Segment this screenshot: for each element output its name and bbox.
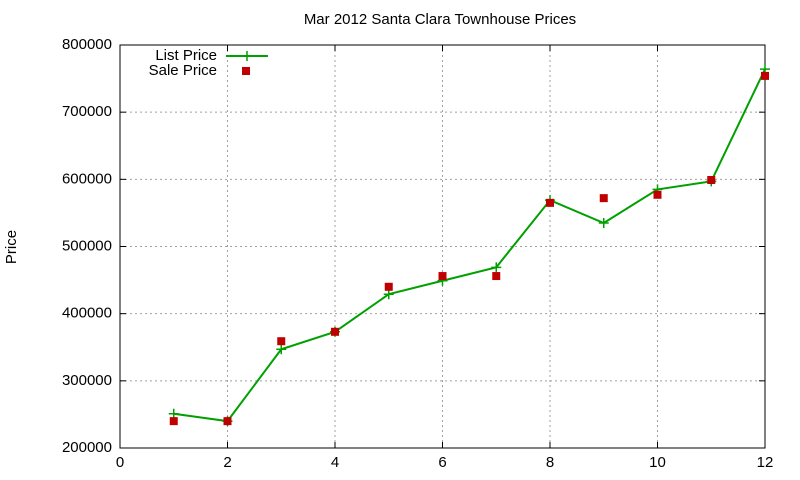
data-point <box>223 417 232 426</box>
y-tick-label: 500000 <box>62 237 112 254</box>
legend-marker <box>242 67 250 75</box>
series-line <box>173 68 766 423</box>
data-point <box>384 282 393 291</box>
y-tick-label: 700000 <box>62 103 112 120</box>
x-tick-label: 4 <box>331 454 339 471</box>
x-tick-label: 10 <box>649 454 666 471</box>
x-tick-label: 12 <box>757 454 774 471</box>
y-tick-label: 800000 <box>62 36 112 53</box>
plot-border <box>119 44 766 449</box>
data-point <box>707 176 716 185</box>
y-tick-label: 300000 <box>62 372 112 389</box>
legend-label: List Price <box>155 47 217 64</box>
data-point <box>492 272 501 281</box>
data-point <box>276 344 287 355</box>
data-point <box>331 327 339 336</box>
legend-marker <box>242 51 252 61</box>
y-tick-label: 400000 <box>62 305 112 322</box>
data-point <box>277 337 286 346</box>
y-tick-label: 600000 <box>62 170 112 187</box>
data-point <box>546 198 554 207</box>
legend-label: Sale Price <box>149 62 217 79</box>
data-point <box>598 217 609 228</box>
data-point <box>491 262 502 273</box>
y-axis-label: Price <box>3 230 20 264</box>
x-tick-label: 6 <box>438 454 446 471</box>
data-point <box>168 408 179 419</box>
data-point <box>599 194 608 203</box>
x-tick-label: 8 <box>546 454 554 471</box>
data-point <box>383 289 394 300</box>
data-point <box>761 71 769 80</box>
chart-title: Mar 2012 Santa Clara Townhouse Prices <box>304 11 576 28</box>
y-tick-label: 200000 <box>62 439 112 456</box>
data-point <box>438 272 447 281</box>
x-tick-label: 0 <box>116 454 124 471</box>
data-point <box>653 190 662 199</box>
data-point <box>169 417 178 426</box>
x-tick-label: 2 <box>223 454 231 471</box>
